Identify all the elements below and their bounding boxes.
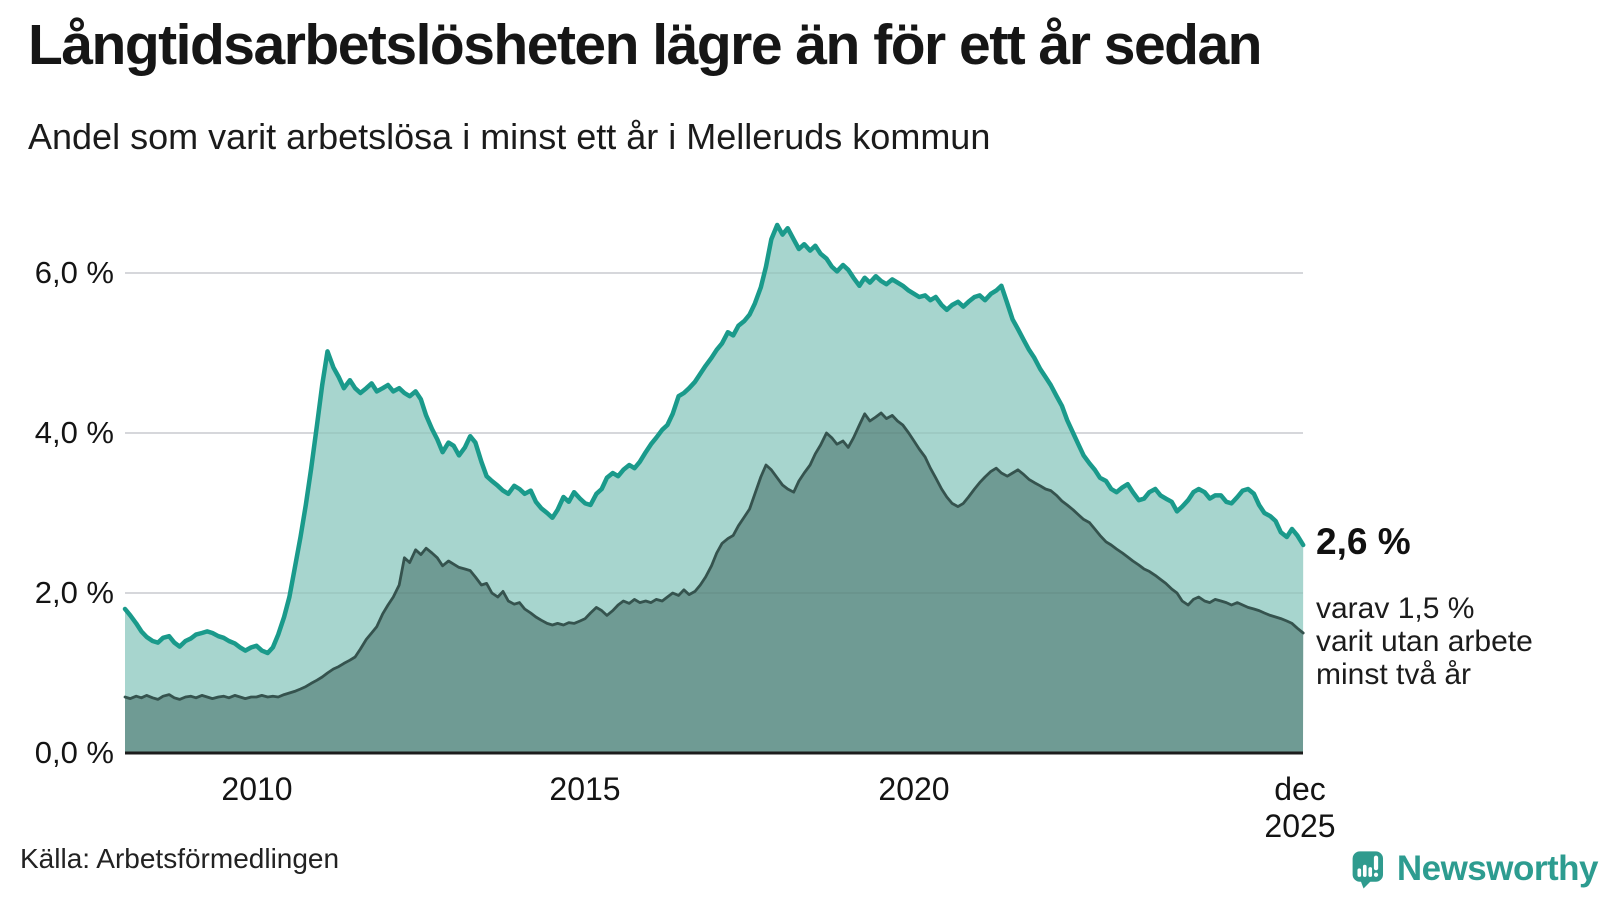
- y-axis-tick-4: 4,0 %: [34, 415, 114, 450]
- chart-subtitle: Andel som varit arbetslösa i minst ett å…: [28, 116, 991, 157]
- end-value-detail-line-2: varit utan arbete: [1316, 625, 1533, 658]
- newsworthy-speech-bubble-chart-icon: [1352, 851, 1384, 889]
- newsworthy-logo: Newsworthy: [1352, 838, 1599, 900]
- gridlines-overlay: [125, 272, 1303, 594]
- area-fill-unemployed-two-years: [125, 413, 1304, 753]
- x-axis-tick-2015: 2015: [549, 771, 621, 807]
- source-attribution: Källa: Arbetsförmedlingen: [20, 843, 340, 874]
- end-value-detail: varav 1,5 % varit utan arbete minst två …: [1316, 592, 1586, 691]
- series-line-unemployed-one-year: [122, 222, 1306, 656]
- x-axis-tick-dec-2025: dec 2025: [1264, 771, 1336, 844]
- x-axis-tick-2010: 2010: [221, 771, 293, 807]
- end-value-detail-line-1: varav 1,5 %: [1316, 592, 1475, 625]
- y-axis-tick-2: 2,0 %: [34, 575, 114, 610]
- end-value-detail-line-3: minst två år: [1316, 658, 1472, 691]
- x-axis-tick-2020: 2020: [878, 771, 950, 807]
- y-axis-tick-0: 0,0 %: [34, 735, 114, 770]
- end-value-label: 2,6 %: [1316, 521, 1411, 562]
- series-line-unemployed-two-years: [123, 411, 1305, 701]
- newsworthy-logo-text: Newsworthy: [1396, 849, 1599, 888]
- y-axis-tick-6: 6,0 %: [34, 255, 114, 290]
- page-title: Långtidsarbetslösheten lägre än för ett …: [28, 13, 1263, 77]
